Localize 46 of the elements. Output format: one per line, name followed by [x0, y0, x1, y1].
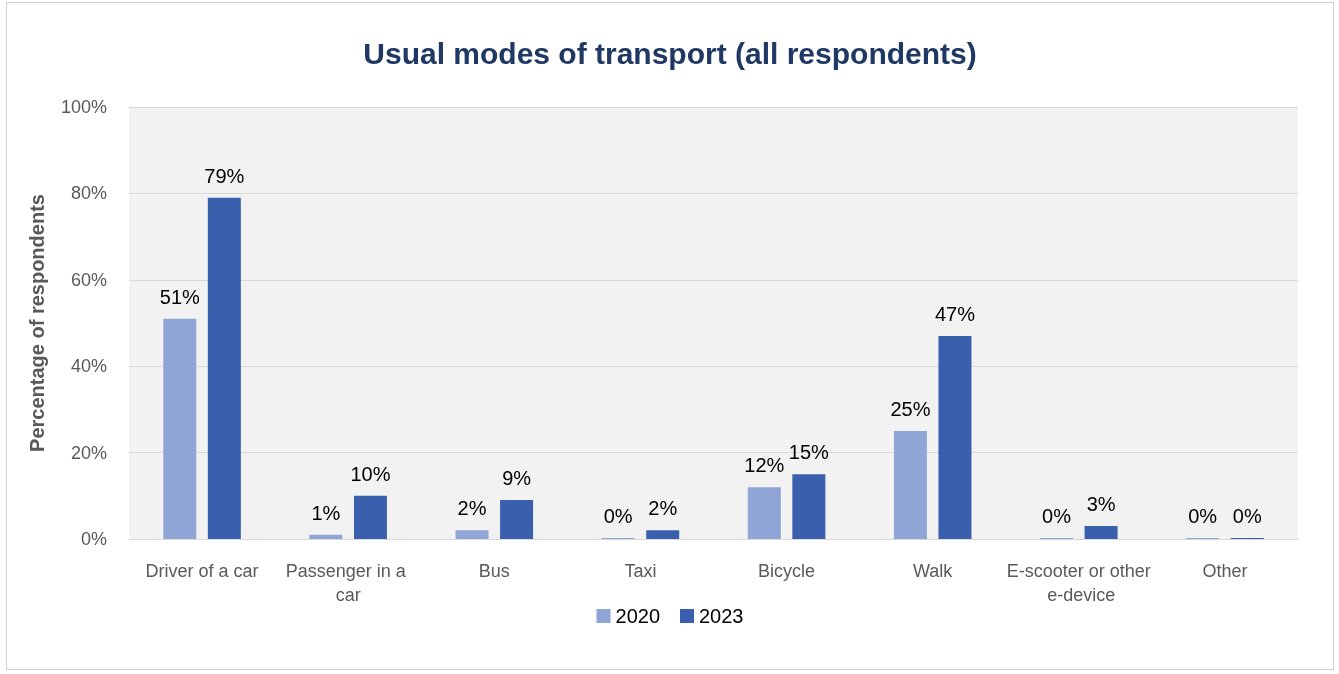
data-label: 3%: [1086, 493, 1116, 516]
legend-label: 2023: [699, 605, 744, 627]
x-tick-label: Taxi: [624, 561, 657, 581]
legend-label: 2020: [615, 605, 661, 627]
data-label: 12%: [744, 454, 785, 477]
bar: [792, 474, 826, 539]
chart-title: Usual modes of transport (all respondents): [363, 36, 977, 70]
y-tick-label: 60%: [70, 269, 107, 290]
bar: [309, 534, 343, 539]
data-label: 0%: [1042, 505, 1072, 527]
y-tick-label: 100%: [60, 97, 107, 117]
bar: [893, 431, 927, 539]
data-label: 0%: [1188, 505, 1218, 527]
data-label: 2%: [648, 497, 678, 520]
data-label: 1%: [311, 501, 341, 524]
bar: [207, 197, 241, 539]
x-tick-label: Walk: [913, 561, 954, 581]
data-label: 47%: [934, 302, 976, 325]
bar: [500, 500, 534, 539]
bar: [646, 530, 680, 539]
bar: [353, 495, 387, 539]
x-tick-label: Driver of a car: [145, 561, 259, 581]
data-label: 79%: [204, 164, 245, 187]
data-label: 0%: [1232, 505, 1262, 527]
y-tick-label: 40%: [70, 356, 107, 377]
bar: [1084, 526, 1118, 539]
y-tick-label: 0%: [80, 529, 107, 549]
data-label: 9%: [502, 467, 532, 490]
bar: [747, 487, 781, 539]
data-label: 15%: [788, 441, 830, 464]
bar: [938, 335, 972, 539]
x-tick-label: Bicycle: [758, 561, 816, 581]
data-label: 51%: [159, 285, 201, 308]
data-label: 2%: [457, 497, 487, 520]
y-axis-title: Percentage of respondents: [26, 194, 48, 452]
y-tick-label: 20%: [70, 442, 107, 463]
x-tick-label: E-scooter or other e-device: [1006, 561, 1151, 605]
data-label: 10%: [350, 462, 391, 485]
x-tick-label: Bus: [478, 561, 510, 581]
bar: [455, 530, 489, 539]
data-label: 0%: [603, 505, 633, 527]
y-tick-label: 80%: [70, 183, 107, 204]
bar: [163, 318, 197, 539]
data-label: 25%: [890, 398, 931, 420]
x-tick-label: Other: [1202, 561, 1248, 581]
x-tick-label: Passenger in a car: [285, 561, 411, 605]
